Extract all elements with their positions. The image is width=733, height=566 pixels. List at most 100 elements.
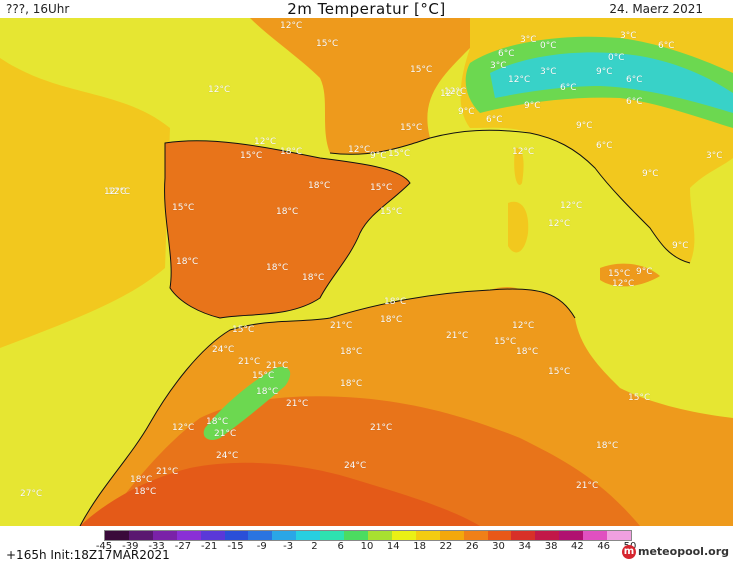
temperature-label: 6°C (560, 83, 577, 93)
atlantic-cool-zone (0, 58, 170, 348)
temperature-label: 3°C (540, 67, 557, 77)
temperature-label: 9°C (672, 241, 689, 251)
temperature-label: 24°C (344, 461, 366, 471)
temperature-label: 6°C (498, 49, 515, 59)
temperature-label: 9°C (636, 267, 653, 277)
color-scale-ticks: -45 -39 -33 -27 -21 -15 -9 -3 2 6 10 14 18 22 26 30 34 38… (96, 541, 637, 553)
brand-name: meteopool.org (638, 545, 729, 558)
temperature-label: 12°C (208, 85, 230, 95)
temperature-label: 15°C (400, 123, 422, 133)
color-scale-segment (272, 531, 297, 540)
color-scale-segment (391, 531, 416, 540)
color-scale-segment (152, 531, 177, 540)
brand-logo[interactable]: m meteopool.org (622, 545, 729, 559)
color-scale-tick: -33 (148, 541, 165, 552)
temperature-label: 15°C (380, 207, 402, 217)
temperature-label: 12°C (612, 279, 634, 289)
temperature-label: 12°C (254, 137, 276, 147)
color-scale-segment (296, 531, 321, 540)
temperature-label: 18°C (130, 475, 152, 485)
temperature-label: 15°C (628, 393, 650, 403)
temperature-label: 15°C (172, 203, 194, 213)
temperature-label: 6°C (626, 75, 643, 85)
color-scale-segment (559, 531, 584, 540)
color-scale-tick: -3 (283, 541, 294, 552)
temperature-label: 12°C (440, 89, 462, 99)
temperature-label: 18°C (280, 147, 302, 157)
color-scale-tick: 22 (439, 541, 453, 552)
temperature-label: 18°C (516, 347, 538, 357)
europe-coastline (329, 129, 691, 264)
temperature-map: 12°C 15°C 3°C 0°C 3°C 6°C 6°C 0°C 12°C 15°C 12°C 3°… (0, 18, 733, 526)
run-label: ???, 16Uhr (6, 2, 70, 16)
map-title: 2m Temperatur [°C] (287, 0, 446, 18)
sahara-hottest-zone (80, 462, 480, 526)
temperature-label: 15°C (240, 151, 262, 161)
color-scale-tick: 6 (337, 541, 344, 552)
temperature-label: 12°C (508, 75, 530, 85)
temperature-label: 3°C (706, 151, 723, 161)
temperature-label: 6°C (626, 97, 643, 107)
land-corsica (514, 147, 524, 185)
color-scale-segment (248, 531, 273, 540)
color-scale-segment (176, 531, 201, 540)
temperature-label: 21°C (330, 321, 352, 331)
color-scale-segment (511, 531, 536, 540)
color-scale-tick: 14 (386, 541, 400, 552)
color-scale-segment (200, 531, 225, 540)
map-canvas: 12°C15°C 3°C0°C3°C6°C6°C 0°C12°C15°C12°C3°… (0, 18, 733, 526)
color-scale-tick: 46 (597, 541, 611, 552)
temperature-label: 9°C (458, 107, 475, 117)
land-tunisia (490, 287, 541, 353)
color-scale-tick: 2 (311, 541, 318, 552)
color-scale-segment (128, 531, 153, 540)
color-scale-segment (367, 531, 392, 540)
temperature-label: 3°C (490, 61, 507, 71)
color-scale-tick: 10 (360, 541, 374, 552)
color-scale-segment (415, 531, 440, 540)
temperature-label: 9°C (576, 121, 593, 131)
temperature-label: 12°C (104, 187, 126, 197)
color-scale-tick: -15 (227, 541, 244, 552)
temperature-label: 21°C (156, 467, 178, 477)
temperature-label: 18°C (266, 263, 288, 273)
temperature-label: 12°C (280, 21, 302, 31)
color-scale-segment (320, 531, 345, 540)
temperature-label: 12°C (172, 423, 194, 433)
land-iberia (164, 140, 410, 318)
color-scale-segment (105, 531, 129, 540)
temperature-label: 18°C (206, 417, 228, 427)
color-scale-tick: 38 (544, 541, 558, 552)
temperature-label: 12°C (348, 145, 370, 155)
color-scale-tick: 30 (492, 541, 505, 552)
color-scale-tick: 18 (413, 541, 426, 552)
temperature-label: 12°C (548, 219, 570, 229)
temperature-label: 21°C (214, 429, 236, 439)
temperature-label: 12°C (512, 147, 534, 157)
temperature-label: 15°C (252, 371, 274, 381)
temperature-label: 18°C (176, 257, 198, 267)
temperature-label: 12°C (512, 321, 534, 331)
temperature-label: 18°C (308, 181, 330, 191)
africa-coastline (79, 288, 576, 526)
map-header: ???, 16Uhr 2m Temperatur [°C] 24. Maerz … (0, 0, 733, 20)
color-scale-segment (439, 531, 464, 540)
temperature-label: 9°C (524, 101, 541, 111)
temperature-label: 18°C (276, 207, 298, 217)
map-footer: -45 -39 -33 -27 -21 -15 -9 -3 2 6 10 14 18 22 26 30 34 38… (0, 526, 733, 566)
temperature-label: 15°C (410, 65, 432, 75)
color-scale-segment (487, 531, 512, 540)
temperature-label: 12°C (108, 187, 130, 197)
color-scale-tick: -39 (122, 541, 139, 552)
temperature-label: 9°C (370, 151, 387, 161)
temperature-labels: 12°C15°C 3°C0°C3°C6°C6°C 0°C12°C15°C12°C3°… (20, 21, 723, 500)
temperature-label: 9°C (596, 67, 613, 77)
temperature-label: 21°C (286, 399, 308, 409)
color-scale-tick: -21 (201, 541, 218, 552)
temperature-label: 6°C (486, 115, 503, 125)
color-scale-segment (224, 531, 249, 540)
color-scale-segment (607, 531, 631, 540)
temperature-label: 18°C (380, 315, 402, 325)
color-scale-segment (535, 531, 560, 540)
temperature-label: 9°C (642, 169, 659, 179)
